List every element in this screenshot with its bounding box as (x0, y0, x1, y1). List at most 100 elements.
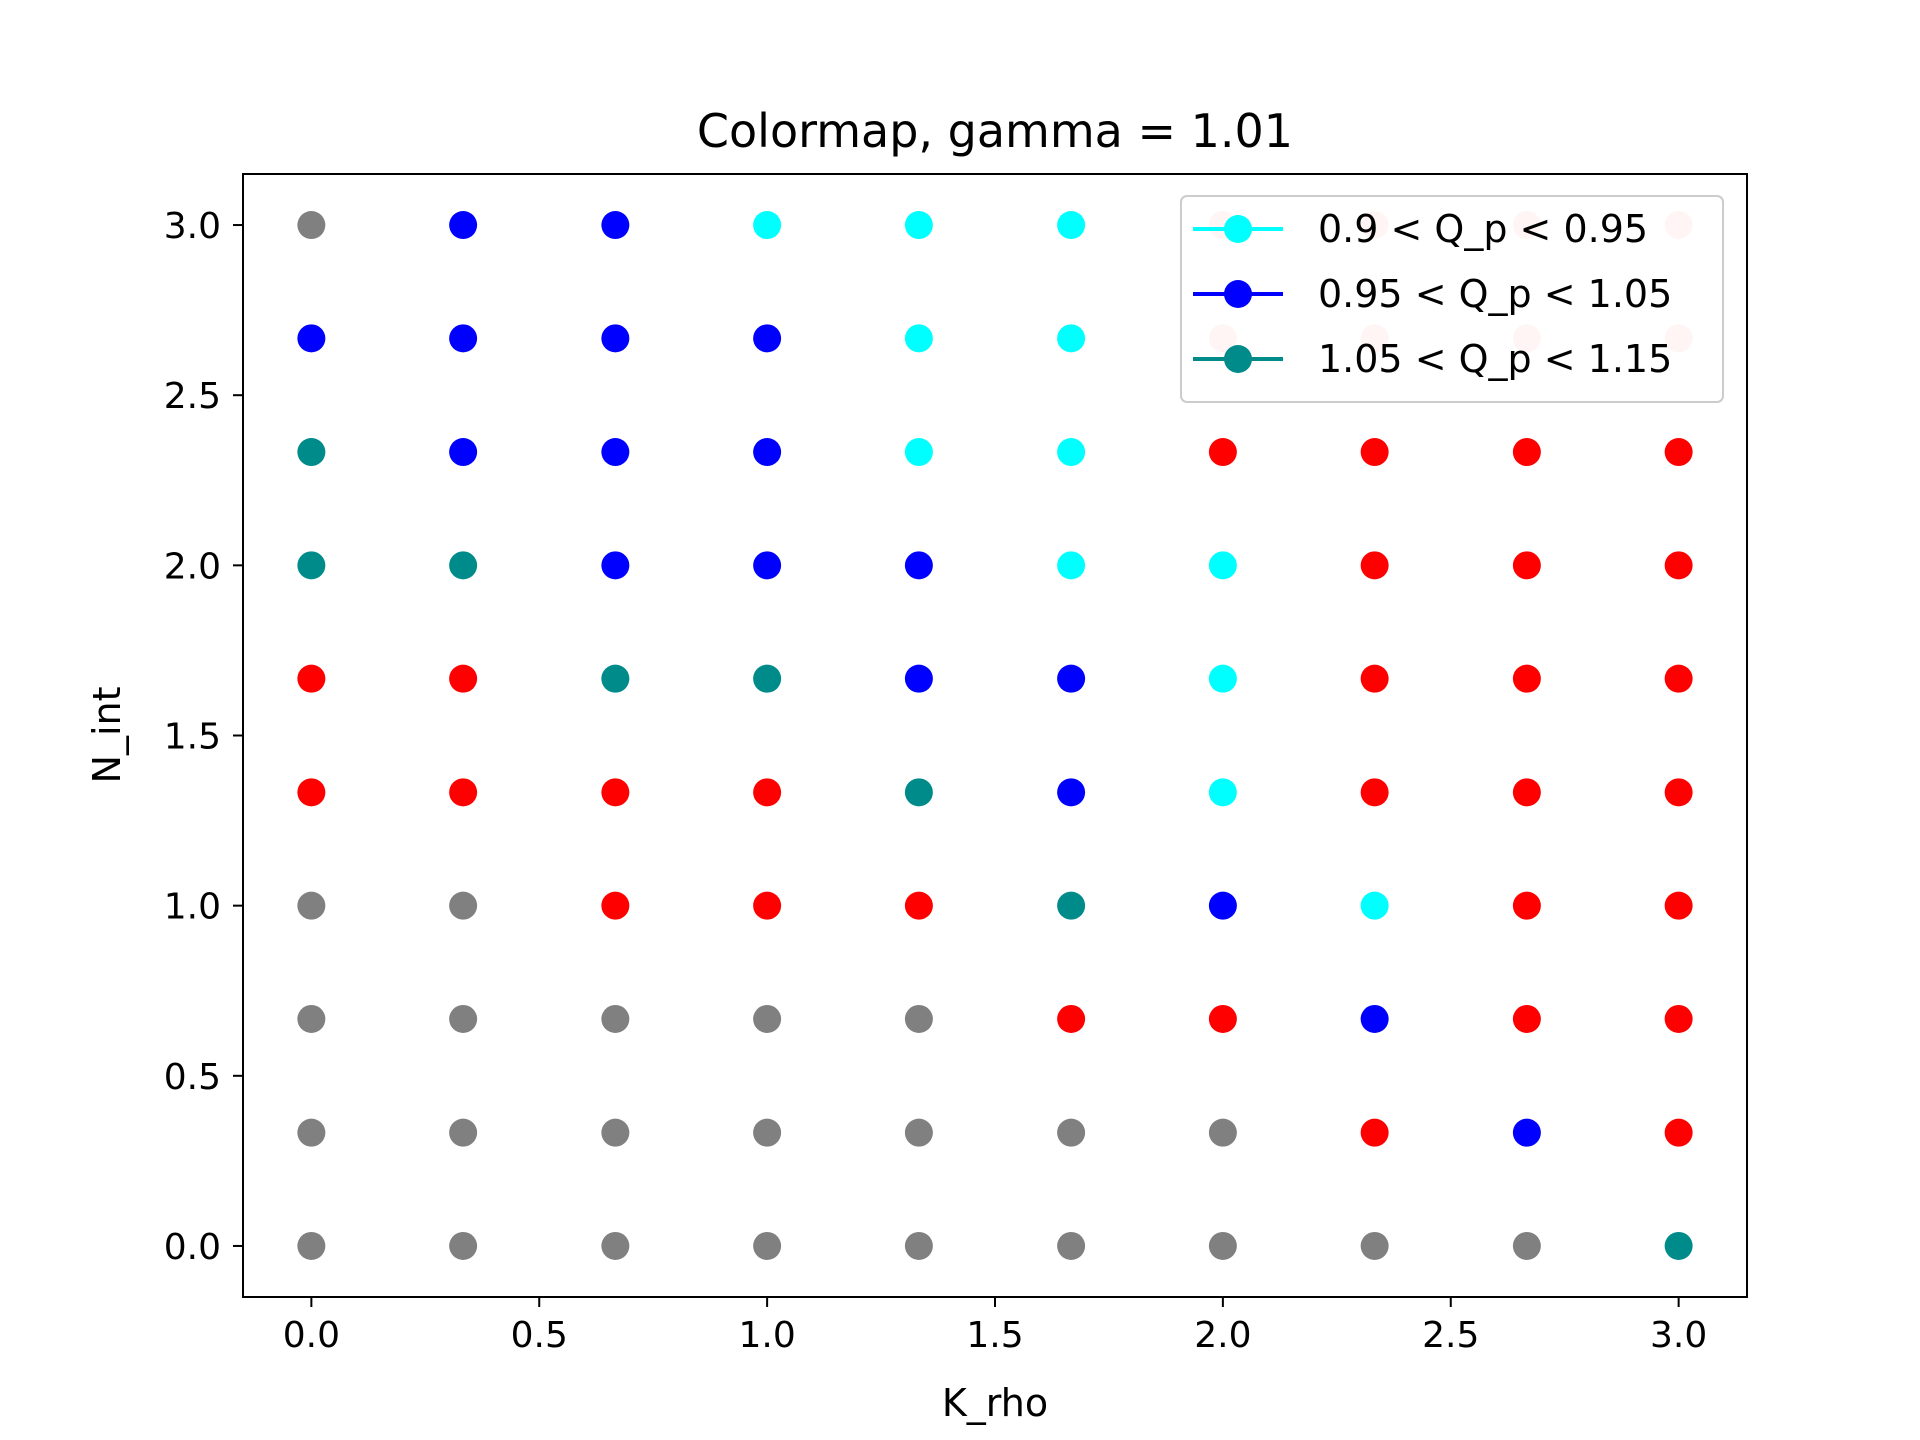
data-point (601, 1231, 630, 1260)
data-point (1057, 1118, 1086, 1147)
data-point (297, 438, 326, 467)
x-tick-label: 2.0 (1194, 1315, 1251, 1356)
data-point (1360, 551, 1389, 580)
data-point (753, 438, 782, 467)
data-point (449, 891, 478, 920)
data-point (904, 211, 933, 240)
legend-label: 1.05 < Q_p < 1.15 (1318, 337, 1672, 381)
data-point (1057, 551, 1086, 580)
chart-title: Colormap, gamma = 1.01 (697, 104, 1293, 158)
data-point (1664, 438, 1693, 467)
data-point (297, 1231, 326, 1260)
data-point (1360, 778, 1389, 807)
data-point (297, 1118, 326, 1147)
data-point (1208, 664, 1237, 693)
x-tick-label: 2.5 (1422, 1315, 1479, 1356)
data-point (1360, 1118, 1389, 1147)
data-point (753, 891, 782, 920)
legend-marker (1224, 345, 1252, 373)
data-point (601, 1118, 630, 1147)
data-point (1057, 211, 1086, 240)
data-point (601, 551, 630, 580)
data-point (753, 1231, 782, 1260)
data-point (1664, 891, 1693, 920)
data-point (449, 438, 478, 467)
data-point (904, 778, 933, 807)
y-tick-label: 1.5 (164, 717, 221, 758)
data-point (1057, 438, 1086, 467)
data-point (1208, 438, 1237, 467)
data-point (297, 778, 326, 807)
data-point (1057, 1231, 1086, 1260)
legend-marker (1224, 280, 1252, 308)
data-point (297, 551, 326, 580)
data-point (297, 211, 326, 240)
data-point (297, 891, 326, 920)
x-tick-label: 0.0 (283, 1315, 340, 1356)
data-point (601, 778, 630, 807)
data-point (1360, 1004, 1389, 1033)
data-point (601, 664, 630, 693)
data-point (753, 1118, 782, 1147)
data-point (449, 1231, 478, 1260)
ticks-layer: 0.0 0.5 1.0 1.5 2.0 2.5 3.0 0.0 0.5 1.0 1.5 2.0 2.5 3… (164, 206, 1708, 1356)
y-tick-label: 0.0 (164, 1227, 221, 1268)
data-point (1664, 1231, 1693, 1260)
data-point (1664, 551, 1693, 580)
data-point (1057, 1004, 1086, 1033)
data-point (753, 1004, 782, 1033)
data-point (1512, 1118, 1541, 1147)
data-point (904, 438, 933, 467)
data-point (1664, 664, 1693, 693)
legend-marker (1224, 215, 1252, 243)
data-point (449, 1004, 478, 1033)
data-point (601, 438, 630, 467)
legend-label: 0.9 < Q_p < 0.95 (1318, 207, 1648, 251)
data-point (1208, 551, 1237, 580)
y-tick-label: 3.0 (164, 206, 221, 247)
data-point (1512, 438, 1541, 467)
data-point (1512, 1231, 1541, 1260)
data-point (449, 778, 478, 807)
x-tick-label: 0.5 (511, 1315, 568, 1356)
x-tick-label: 1.5 (966, 1315, 1023, 1356)
data-point (1512, 778, 1541, 807)
data-point (601, 891, 630, 920)
data-point (1208, 891, 1237, 920)
x-tick-label: 3.0 (1650, 1315, 1707, 1356)
data-point (601, 1004, 630, 1033)
data-point (297, 1004, 326, 1033)
data-point (1360, 1231, 1389, 1260)
data-point (904, 664, 933, 693)
data-point (1664, 1118, 1693, 1147)
data-point (904, 891, 933, 920)
data-point (1512, 891, 1541, 920)
data-point (601, 324, 630, 353)
data-point (1208, 1118, 1237, 1147)
data-point (1208, 1231, 1237, 1260)
data-point (297, 664, 326, 693)
data-point (1057, 324, 1086, 353)
y-tick-label: 1.0 (164, 887, 221, 928)
data-point (753, 664, 782, 693)
data-point (904, 551, 933, 580)
data-point (1512, 1004, 1541, 1033)
data-point (1208, 778, 1237, 807)
data-point (449, 551, 478, 580)
data-point (1360, 664, 1389, 693)
data-point (1057, 778, 1086, 807)
data-point (449, 211, 478, 240)
y-tick-label: 2.5 (164, 376, 221, 417)
data-point (1512, 551, 1541, 580)
legend-label: 0.95 < Q_p < 1.05 (1318, 272, 1672, 316)
data-point (1512, 664, 1541, 693)
data-point (753, 324, 782, 353)
data-point (904, 324, 933, 353)
data-point (297, 324, 326, 353)
data-point (1664, 778, 1693, 807)
data-point (449, 1118, 478, 1147)
data-point (601, 211, 630, 240)
data-point (1208, 1004, 1237, 1033)
x-tick-label: 1.0 (738, 1315, 795, 1356)
